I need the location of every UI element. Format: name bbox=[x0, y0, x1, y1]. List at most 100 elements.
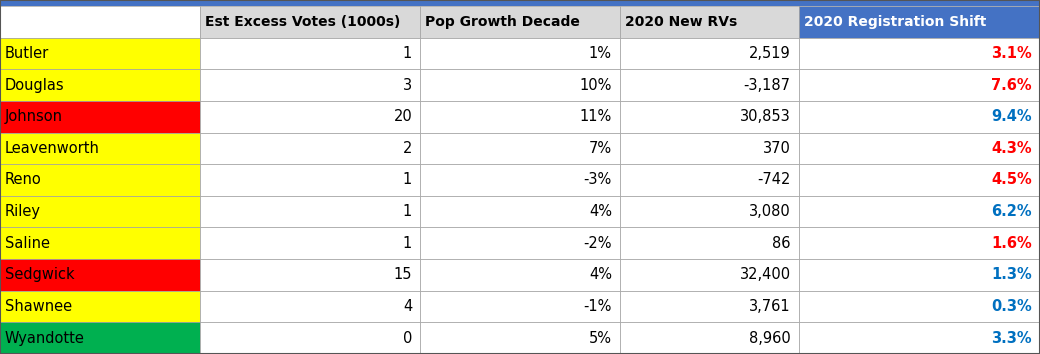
Bar bbox=[420, 291, 620, 322]
Bar bbox=[620, 69, 799, 101]
Text: 30,853: 30,853 bbox=[740, 109, 790, 124]
Text: Pop Growth Decade: Pop Growth Decade bbox=[425, 15, 580, 29]
Text: 3: 3 bbox=[404, 78, 412, 93]
Text: -3%: -3% bbox=[583, 172, 612, 188]
Bar bbox=[799, 228, 1040, 259]
Bar bbox=[420, 69, 620, 101]
Bar bbox=[0, 196, 200, 228]
Bar bbox=[620, 6, 799, 38]
Text: 2: 2 bbox=[402, 141, 412, 156]
Bar bbox=[0, 69, 200, 101]
Text: 4: 4 bbox=[402, 299, 412, 314]
Bar bbox=[0, 291, 200, 322]
Text: 2020 New RVs: 2020 New RVs bbox=[625, 15, 737, 29]
Bar bbox=[799, 69, 1040, 101]
Bar bbox=[420, 196, 620, 228]
Bar bbox=[0, 6, 200, 38]
Text: Est Excess Votes (1000s): Est Excess Votes (1000s) bbox=[205, 15, 400, 29]
Bar bbox=[420, 38, 620, 69]
Text: 1: 1 bbox=[402, 204, 412, 219]
Bar bbox=[799, 38, 1040, 69]
Text: 4.5%: 4.5% bbox=[991, 172, 1032, 188]
Text: 4%: 4% bbox=[589, 267, 612, 282]
Bar bbox=[620, 322, 799, 354]
Bar bbox=[200, 228, 420, 259]
Bar bbox=[799, 101, 1040, 132]
Bar bbox=[620, 291, 799, 322]
Text: 20: 20 bbox=[393, 109, 412, 124]
Bar bbox=[0, 101, 200, 132]
Bar bbox=[420, 132, 620, 164]
Bar bbox=[200, 196, 420, 228]
Text: 0.3%: 0.3% bbox=[991, 299, 1032, 314]
Text: Leavenworth: Leavenworth bbox=[5, 141, 100, 156]
Text: 11%: 11% bbox=[579, 109, 612, 124]
Text: 8,960: 8,960 bbox=[749, 331, 790, 346]
Bar bbox=[200, 101, 420, 132]
Text: -3,187: -3,187 bbox=[744, 78, 790, 93]
Bar bbox=[799, 132, 1040, 164]
Text: 7.6%: 7.6% bbox=[991, 78, 1032, 93]
Bar bbox=[0, 132, 200, 164]
Bar bbox=[200, 38, 420, 69]
Text: Reno: Reno bbox=[5, 172, 42, 188]
Bar bbox=[0, 322, 200, 354]
Bar bbox=[0, 38, 200, 69]
Text: 1%: 1% bbox=[589, 46, 612, 61]
Bar bbox=[200, 69, 420, 101]
Text: 3,761: 3,761 bbox=[749, 299, 790, 314]
Text: 15: 15 bbox=[394, 267, 412, 282]
Text: Saline: Saline bbox=[5, 236, 50, 251]
Text: 1: 1 bbox=[402, 236, 412, 251]
Bar bbox=[620, 196, 799, 228]
Bar bbox=[799, 291, 1040, 322]
Bar bbox=[200, 259, 420, 291]
Bar bbox=[620, 132, 799, 164]
Text: Douglas: Douglas bbox=[5, 78, 64, 93]
Text: 1: 1 bbox=[402, 46, 412, 61]
Text: Wyandotte: Wyandotte bbox=[5, 331, 85, 346]
Text: 0: 0 bbox=[402, 331, 412, 346]
Bar bbox=[0, 259, 200, 291]
Bar bbox=[200, 132, 420, 164]
Text: 2,519: 2,519 bbox=[749, 46, 790, 61]
Text: 9.4%: 9.4% bbox=[991, 109, 1032, 124]
Text: 32,400: 32,400 bbox=[739, 267, 790, 282]
Bar bbox=[420, 101, 620, 132]
Bar bbox=[200, 322, 420, 354]
Text: 3,080: 3,080 bbox=[749, 204, 790, 219]
Bar bbox=[420, 6, 620, 38]
Bar bbox=[200, 6, 420, 38]
Bar bbox=[799, 259, 1040, 291]
Text: -1%: -1% bbox=[583, 299, 612, 314]
Bar bbox=[799, 164, 1040, 196]
Text: 1: 1 bbox=[402, 172, 412, 188]
Text: 6.2%: 6.2% bbox=[991, 204, 1032, 219]
Text: 3.1%: 3.1% bbox=[991, 46, 1032, 61]
Text: 4.3%: 4.3% bbox=[991, 141, 1032, 156]
Text: Sedgwick: Sedgwick bbox=[5, 267, 75, 282]
Bar bbox=[420, 228, 620, 259]
Bar bbox=[0, 0, 1040, 6]
Text: 1.3%: 1.3% bbox=[991, 267, 1032, 282]
Text: -742: -742 bbox=[757, 172, 790, 188]
Bar bbox=[799, 322, 1040, 354]
Bar bbox=[420, 259, 620, 291]
Text: 10%: 10% bbox=[579, 78, 612, 93]
Bar bbox=[200, 164, 420, 196]
Bar bbox=[0, 228, 200, 259]
Bar bbox=[620, 101, 799, 132]
Bar bbox=[620, 38, 799, 69]
Bar bbox=[420, 322, 620, 354]
Bar bbox=[799, 6, 1040, 38]
Bar bbox=[620, 259, 799, 291]
Text: 3.3%: 3.3% bbox=[991, 331, 1032, 346]
Bar bbox=[620, 164, 799, 196]
Text: 86: 86 bbox=[773, 236, 790, 251]
Bar bbox=[799, 196, 1040, 228]
Text: 1.6%: 1.6% bbox=[991, 236, 1032, 251]
Bar bbox=[200, 291, 420, 322]
Bar bbox=[620, 228, 799, 259]
Text: 370: 370 bbox=[763, 141, 790, 156]
Text: Johnson: Johnson bbox=[5, 109, 63, 124]
